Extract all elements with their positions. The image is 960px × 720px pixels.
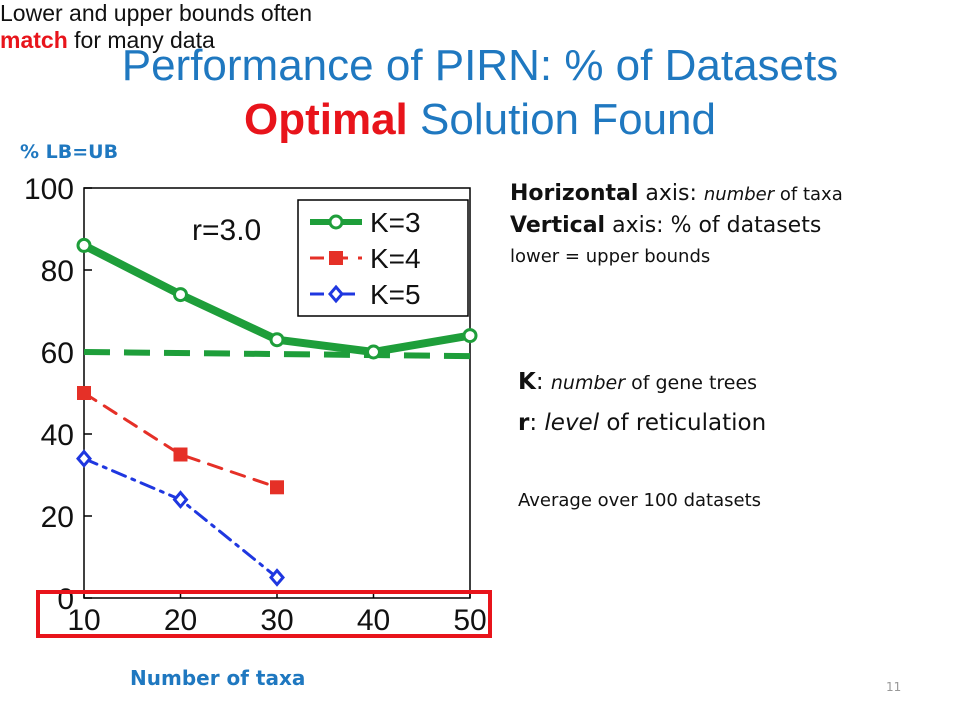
vertical-axis-subnote: lower = upper bounds <box>510 246 711 267</box>
title-highlight: Optimal <box>243 95 408 144</box>
legend-label: K=3 <box>370 207 421 238</box>
y-axis-label: % LB=UB <box>20 141 119 163</box>
data-point <box>462 328 478 344</box>
parameters-explanation: K: number of gene trees r: level of reti… <box>518 362 918 443</box>
data-point <box>77 386 91 400</box>
chart-annotation: r=3.0 <box>192 214 261 247</box>
series-k4 <box>77 386 284 495</box>
vertical-text: axis: % of datasets <box>605 213 822 238</box>
legend-label: K=5 <box>370 279 421 310</box>
r-note: r: level of reticulation <box>518 403 918 443</box>
axes-explanation: Horizontal axis: number of taxa Vertical… <box>510 178 930 272</box>
y-tick-label: 60 <box>41 337 74 370</box>
x-tick-label: 50 <box>453 604 486 637</box>
r-colon: : <box>529 410 545 436</box>
data-point <box>173 447 188 462</box>
x-tick-label: 40 <box>357 604 390 637</box>
vertical-label: Vertical <box>510 213 606 238</box>
data-point <box>173 287 188 303</box>
legend-entry: K=4 <box>310 243 421 274</box>
series-k5 <box>76 449 285 587</box>
x-tick-highlight-box <box>36 590 492 638</box>
legend-entry: K=5 <box>310 279 421 310</box>
r-text: of reticulation <box>599 410 767 436</box>
k-note: K: number of gene trees <box>518 362 918 403</box>
match-text-end: for many data <box>67 27 215 53</box>
horizontal-text: axis: <box>638 181 704 206</box>
x-tick-label: 20 <box>164 604 197 637</box>
x-axis-label: Number of taxa <box>130 666 306 690</box>
series-k3 <box>76 237 478 360</box>
match-highlight: match <box>0 27 68 53</box>
y-tick-label: 80 <box>41 255 74 288</box>
x-tick-label: 10 <box>67 604 100 637</box>
average-note: Average over 100 datasets <box>518 490 762 511</box>
series-group <box>76 237 478 587</box>
match-note: Lower and upper bounds often match for m… <box>0 0 360 54</box>
legend-entry: K=3 <box>310 207 421 238</box>
k-label: K <box>518 369 536 395</box>
horizontal-axis-note: Horizontal axis: number of taxa <box>510 178 930 210</box>
series-line <box>82 391 279 489</box>
k-text: of gene trees <box>625 372 758 394</box>
y-tick-label: 100 <box>24 173 74 206</box>
title-rest: Solution Found <box>407 95 716 144</box>
horizontal-label: Horizontal <box>510 181 639 206</box>
legend-label: K=4 <box>370 243 421 274</box>
data-point <box>269 568 285 587</box>
horizontal-text-end: of taxa <box>774 184 843 205</box>
x-tick-label: 30 <box>260 604 293 637</box>
match-text-start: Lower and upper bounds often <box>0 0 313 26</box>
data-point <box>76 237 92 253</box>
vertical-axis-note: Vertical axis: % of datasets <box>510 210 930 241</box>
k-colon: : <box>535 369 551 395</box>
reference-line-group <box>83 349 471 360</box>
reference-dashed-line <box>83 349 471 360</box>
data-point <box>269 332 285 348</box>
data-point <box>366 344 381 360</box>
k-italic: number <box>550 372 626 394</box>
data-point <box>328 284 344 304</box>
data-point <box>329 251 343 265</box>
legend: K=3 K=4 K=5 <box>297 199 469 317</box>
data-point <box>172 490 189 509</box>
horizontal-italic: number <box>703 184 775 205</box>
data-point <box>76 449 92 468</box>
r-label: r <box>518 410 530 436</box>
data-point <box>328 214 344 230</box>
data-point <box>270 480 284 495</box>
page-number: 11 <box>886 680 902 694</box>
slide-title-line2: Optimal Solution Found <box>0 96 960 144</box>
y-tick-label: 40 <box>41 419 74 452</box>
slide-title-line1: Performance of PIRN: % of Datasets <box>121 41 839 90</box>
y-tick-label: 20 <box>41 501 74 534</box>
series-line <box>82 457 279 579</box>
r-italic: level <box>544 410 600 436</box>
